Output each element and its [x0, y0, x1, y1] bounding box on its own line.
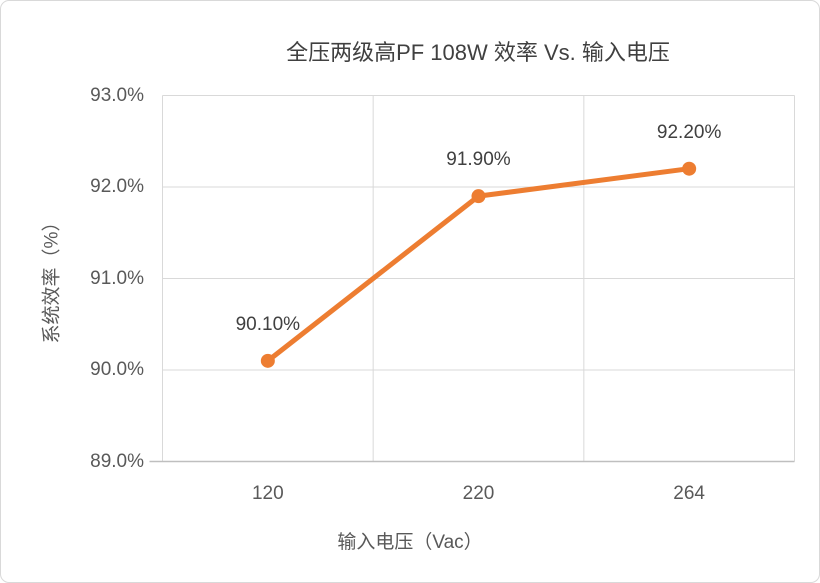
y-tick-label: 92.0%: [90, 176, 144, 197]
data-label: 90.10%: [235, 313, 301, 335]
data-point-marker: [260, 353, 275, 368]
data-label: 91.90%: [446, 149, 511, 171]
chart-title: 全压两级高PF 108W 效率 Vs. 输入电压: [286, 40, 670, 65]
y-tick-label: 93.0%: [90, 84, 144, 106]
y-tick-label: 91.0%: [90, 267, 144, 289]
y-tick-label: 90.0%: [90, 359, 144, 380]
x-tick-label: 220: [462, 483, 495, 504]
x-tick-label: 120: [251, 483, 284, 504]
x-axis-title: 输入电压（Vac）: [337, 532, 483, 553]
y-tick-label: 89.0%: [90, 450, 144, 472]
data-point-marker: [471, 189, 486, 204]
data-point-marker: [682, 161, 697, 176]
data-label: 92.20%: [656, 121, 722, 143]
x-tick-label: 264: [673, 483, 705, 504]
